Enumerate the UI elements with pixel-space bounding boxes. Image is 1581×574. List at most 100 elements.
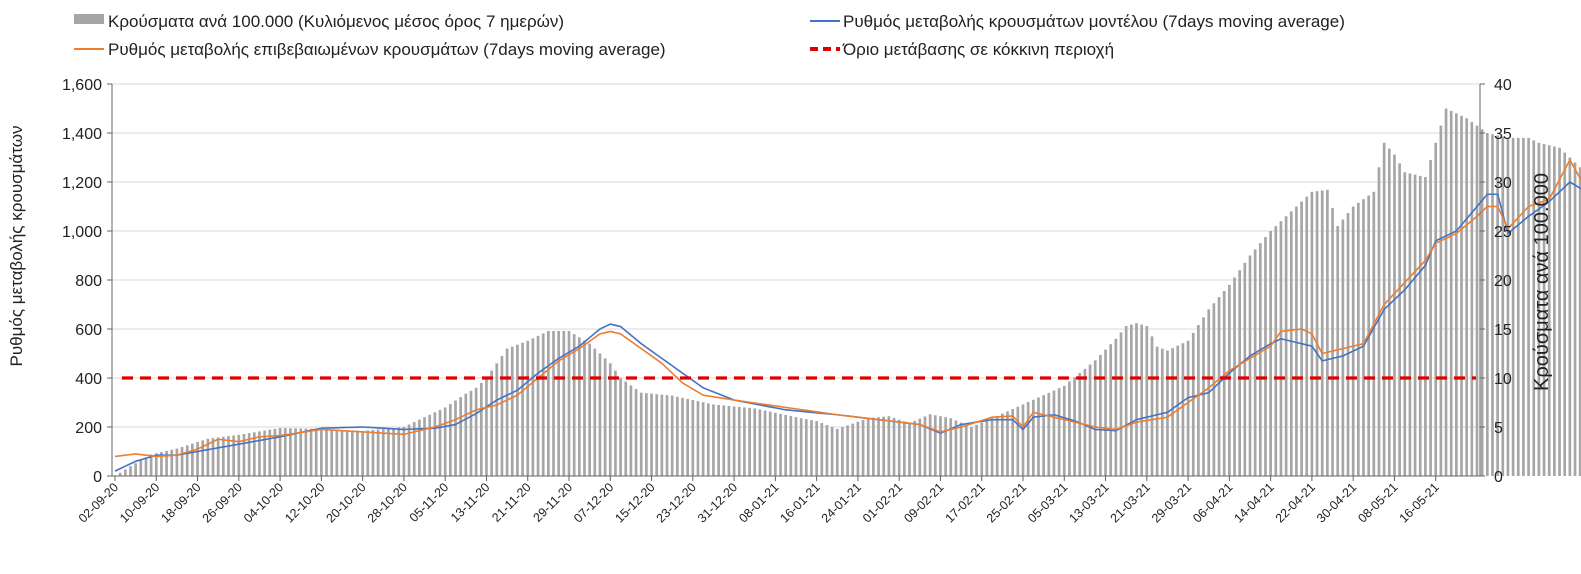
bar [928,414,932,476]
bar [268,429,272,476]
bar [314,428,318,476]
bar [1124,326,1128,476]
bar [1485,133,1489,476]
bar [1160,348,1164,476]
bar [495,363,499,476]
x-tick-label: 20-10-20 [323,480,368,525]
bar [1047,392,1051,476]
bar [614,370,617,476]
bar [443,407,447,476]
bar [918,418,922,476]
bar [139,460,143,476]
x-tick-label: 01-02-21 [860,480,905,525]
bar [810,420,813,476]
bar [123,469,127,476]
x-tick-label: 16-05-21 [1397,480,1442,525]
bar [1026,402,1030,476]
x-tick-label: 24-01-21 [819,480,864,525]
bar [1326,189,1329,476]
bar [1506,137,1510,476]
bar [340,429,344,476]
bar [763,410,767,476]
bar [227,436,230,476]
x-tick-label: 21-11-20 [489,480,534,525]
bar [665,395,669,476]
bar [345,430,349,476]
bar [412,422,416,476]
bar [402,427,406,476]
x-tick-label: 30-04-21 [1314,480,1359,525]
bar [144,457,148,476]
bar [552,330,555,476]
bar [165,450,168,476]
bar-series [118,108,1581,477]
x-tick-label: 12-10-20 [282,480,327,525]
bar [1532,140,1536,476]
legend-label-model: Ρυθμός μεταβολής κρουσμάτων μοντέλου (7d… [843,12,1345,31]
bar [1191,332,1195,476]
bar [1135,323,1138,476]
bar [1465,118,1469,477]
y-tick-label-right: 10 [1494,371,1512,388]
bar [149,454,153,476]
bar [129,466,132,476]
bar [289,428,292,476]
x-tick-label: 23-12-20 [654,480,699,525]
bar [516,344,519,476]
bar [1455,113,1458,477]
y-tick-label-left: 1,000 [62,224,102,241]
bar [304,428,308,476]
model-rate-line [114,181,1581,472]
bar [356,430,359,476]
bar [1176,345,1180,476]
y-axis-title-right: Κρούσματα ανά 100.000 [1531,173,1553,391]
bar [1449,110,1453,476]
bar [1197,325,1200,476]
bar [743,407,746,476]
bar [1155,346,1159,476]
bar [459,397,462,476]
bar [371,429,375,476]
x-tick-label: 17-02-21 [943,480,988,525]
bar [1181,343,1185,476]
bar [779,413,782,476]
x-tick-label: 22-04-21 [1273,480,1318,525]
bar [892,417,896,476]
bar [500,355,504,476]
x-tick-label: 08-01-21 [736,480,781,525]
bar [1356,202,1360,476]
bar [1202,317,1205,476]
x-tick-label: 05-03-21 [1025,480,1070,525]
bar [366,430,370,476]
bar [160,452,163,476]
bar [206,438,210,476]
bar [701,402,705,476]
bar [423,417,426,476]
bar [485,378,488,476]
bar [753,408,757,476]
bar [175,448,179,476]
bar [737,406,741,476]
bar [670,395,674,476]
x-tick-label: 05-11-20 [407,480,452,525]
bar [1424,177,1427,476]
bar [975,424,978,476]
bar [1408,173,1412,476]
bar [774,412,777,476]
bar [1233,277,1236,476]
bar [706,403,710,476]
bar [908,423,911,476]
bar [768,411,772,476]
x-tick-label: 14-04-21 [1231,480,1276,525]
bar [815,421,818,476]
bar [1284,216,1288,477]
bar [134,463,137,476]
bar [531,338,535,476]
bar [784,415,788,476]
y-tick-label-right: 20 [1494,273,1512,290]
legend-label-threshold: Όριο μετάβασης σε κόκκινη περιοχή [842,40,1114,59]
bar [944,417,947,476]
bar [1279,221,1283,476]
x-tick-label: 13-03-21 [1066,480,1111,525]
bar [830,427,834,476]
